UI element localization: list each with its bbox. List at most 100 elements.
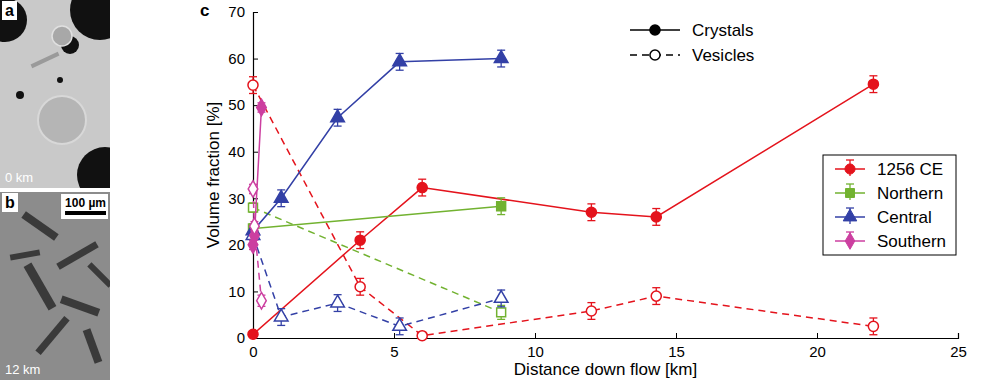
crystal-shape [31,52,60,68]
tick-label: 5 [390,343,398,360]
x-axis: 0510152025 [249,333,967,360]
point [494,51,508,63]
panel-letter: a [5,2,14,19]
error-bar-cap [587,220,595,221]
point [250,218,260,235]
point [497,308,506,317]
error-bar-cap [497,214,505,215]
crystal-shape [35,316,69,355]
point [274,309,288,321]
crystal-shape [21,211,58,240]
crystal-shape [10,249,41,260]
error-bar-cap [587,319,595,320]
point [257,292,267,309]
tick: 15 [668,333,685,360]
point [331,295,345,307]
letter-background [2,1,17,20]
tick-label: 0 [249,343,257,360]
series-line [253,85,873,336]
point [868,321,878,331]
legend-error-cap [846,159,854,160]
tick: 20 [809,333,826,360]
error-bar-cap [334,311,342,312]
point [393,54,407,66]
error-bar-cap [497,197,505,198]
error-bar-cap [356,295,364,296]
scale-bar [65,211,106,215]
tick-mark [958,333,959,338]
error-bar-cap [418,195,426,196]
point [393,319,407,331]
error-bar-cap [869,92,877,93]
scale-bar-label: 100 µm [65,196,106,210]
tick-mark [817,333,818,338]
image-panel [0,0,110,188]
x-axis-title: Distance down flow [km] [514,360,697,379]
crystal-shape [83,328,102,364]
legend-marker [650,25,660,35]
figure: a0 kmb12 km100 µm05101520250102030405060… [0,0,998,381]
error-bar-cap [869,75,877,76]
point [651,291,661,301]
y-axis: 010203040506070 [228,3,258,346]
vesicle-shape [52,26,72,46]
panel-letter: c [200,1,209,20]
point [417,183,427,193]
tick-label: 60 [228,50,245,67]
legend-marker [846,189,855,198]
error-bar-cap [652,208,660,209]
series-line [253,84,873,334]
tick: 50 [228,96,258,113]
error-bar-cap [497,306,505,307]
tick-mark [253,291,258,292]
tick-label: 15 [668,343,685,360]
tick-label: 30 [228,190,245,207]
point [355,282,365,292]
point [497,202,506,211]
point [651,212,661,222]
tick-label: 50 [228,96,245,113]
vesicle-shape [77,147,110,188]
crystal-shape [87,262,110,287]
vesicle-shape [70,0,110,40]
error-bar-cap [356,248,364,249]
tick-mark [394,333,395,338]
tick: 10 [228,283,258,300]
y-axis-title: Volume fraction [%] [204,102,223,248]
legend-label: Crystals [692,21,753,40]
error-bar-cap [652,287,660,288]
legend-box [823,155,956,255]
vesicle-shape [0,0,27,42]
image-caption: 0 km [5,170,33,185]
series-line [253,59,501,231]
legend-label: Northern [877,184,943,203]
legend-label: Southern [877,232,946,251]
legend-marker [650,50,660,60]
error-bar-cap [497,319,505,320]
tick-label: 70 [228,3,245,20]
legend-label: 1256 CE [877,160,943,179]
error-bar-cap [396,70,404,71]
tick: 40 [228,143,258,160]
series-line [253,189,261,301]
tick-label: 20 [809,343,826,360]
tick-mark [535,333,536,338]
error-bar-cap [334,125,342,126]
error-bar [497,305,505,319]
scale-bar-background [61,194,108,219]
point [248,181,258,198]
vesicle-shape [16,91,24,99]
tick-label: 40 [228,143,245,160]
point [248,80,258,90]
plot-area [246,50,878,341]
axis-line [254,333,959,339]
legend-marker [845,233,855,250]
tick: 0 [237,329,258,346]
error-bar-cap [587,302,595,303]
error-bar-cap [249,76,257,77]
error-bar-cap [356,278,364,279]
tick-label: 25 [950,343,967,360]
tick: 70 [228,3,258,20]
error-bar-cap [652,304,660,305]
series-line [253,236,501,327]
